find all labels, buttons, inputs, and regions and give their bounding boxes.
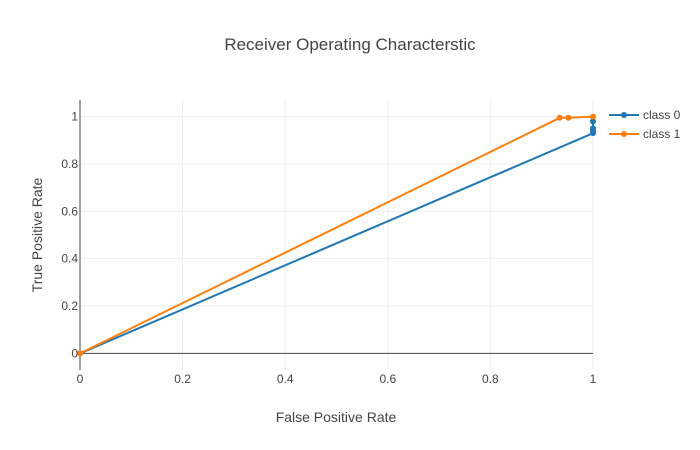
tick-labels: 0 0.2 0.4 0.6 0.8 1 0 0.2 0.4 0.6 0.8 1 (61, 110, 596, 386)
series-1-point (565, 114, 572, 121)
x-tick-label: 0.6 (379, 372, 396, 386)
series-1-point (556, 114, 563, 121)
legend-item-1[interactable]: class 1 (609, 127, 681, 141)
series-1-point (77, 350, 83, 357)
x-tick-label: 0 (77, 372, 84, 386)
axes (79, 100, 593, 370)
legend-swatch-marker (621, 131, 627, 137)
legend-label: class 0 (643, 108, 681, 122)
x-tick-label: 1 (590, 372, 597, 386)
chart-title: Receiver Operating Characterstic (224, 35, 476, 54)
series-0-point (590, 118, 596, 125)
legend-item-0[interactable]: class 0 (609, 108, 681, 122)
legend[interactable]: class 0 class 1 (609, 108, 681, 141)
x-tick-label: 0.2 (174, 372, 191, 386)
y-tick-label: 0.2 (61, 299, 78, 313)
grid-lines (80, 100, 594, 370)
y-tick-label: 0.6 (61, 204, 78, 218)
series-0-point (590, 125, 596, 132)
x-tick-label: 0.4 (277, 372, 294, 386)
y-axis-title: True Positive Rate (29, 177, 45, 292)
y-tick-label: 0 (71, 346, 78, 360)
legend-swatch-marker (621, 112, 627, 118)
series-layer (77, 113, 596, 357)
series-line-1 (79, 115, 594, 355)
x-tick-label: 0.8 (482, 372, 499, 386)
y-tick-label: 1 (71, 110, 78, 124)
legend-label: class 1 (643, 127, 681, 141)
series-1-point (590, 113, 596, 120)
y-tick-label: 0.8 (61, 157, 78, 171)
series-line-0 (79, 121, 594, 355)
x-axis-title: False Positive Rate (276, 409, 397, 425)
y-tick-label: 0.4 (61, 252, 78, 266)
